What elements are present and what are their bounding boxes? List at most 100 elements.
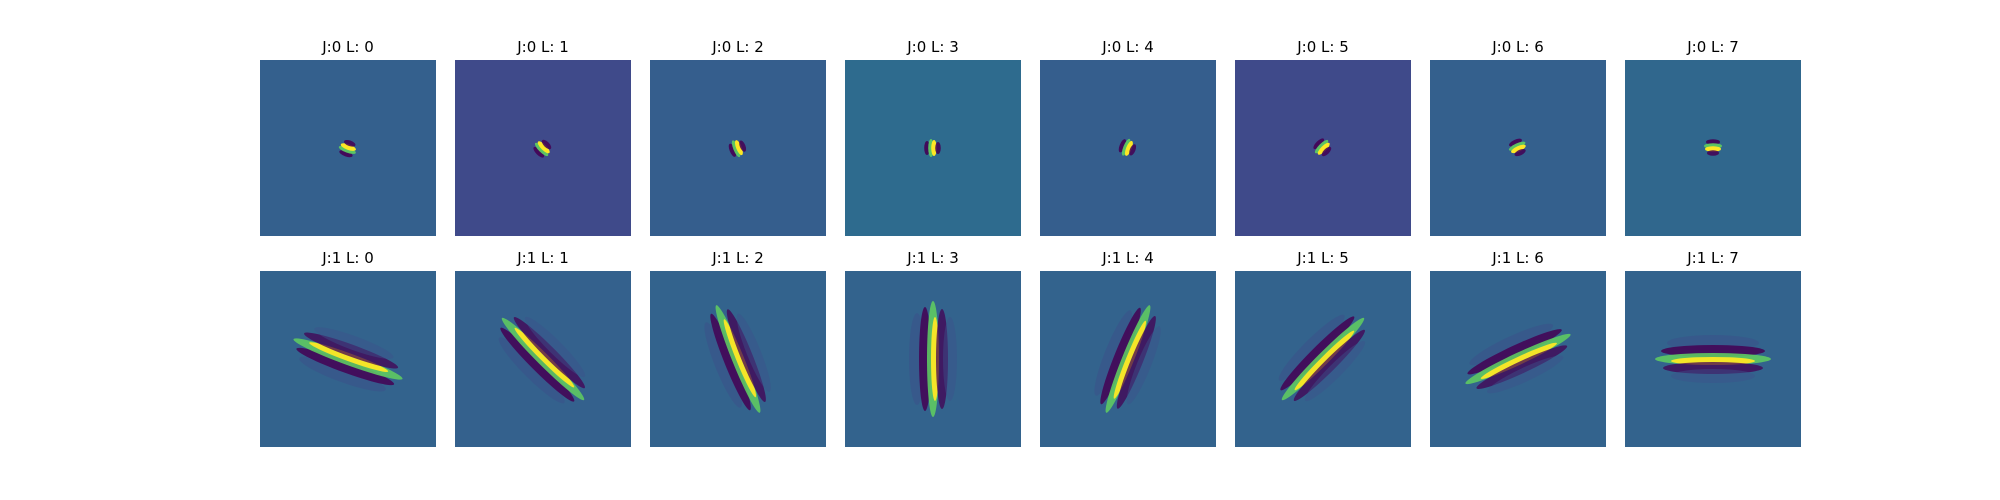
panel-j1-l7: J:1 L: 7 (1625, 249, 1801, 447)
filter-pattern (533, 139, 552, 158)
filter-stripe (1707, 150, 1719, 156)
filter-pattern (728, 140, 747, 158)
filter-band (1294, 330, 1355, 391)
panel-title: J:0 L: 0 (321, 38, 374, 56)
panel-j1-l0: J:1 L: 0 (260, 249, 436, 447)
filter-band (1476, 345, 1568, 389)
filter-pattern (909, 301, 957, 417)
filter-stripe (533, 146, 545, 158)
panel-title: J:0 L: 5 (1296, 38, 1349, 56)
filter-band (1126, 326, 1161, 405)
filter-stripe (1321, 146, 1332, 157)
filter-stripe (1129, 144, 1137, 156)
filter-stripe (739, 140, 747, 152)
filter-pattern (1313, 138, 1332, 157)
panel-title: J:1 L: 7 (1686, 249, 1739, 267)
filter-stripe (1121, 138, 1131, 156)
filter-band (524, 316, 586, 378)
filter-band (514, 327, 575, 388)
filter-stripe (339, 150, 353, 158)
filter-band (1116, 315, 1156, 409)
panel-j1-l3: J:1 L: 3 (845, 249, 1021, 447)
panel-j0-l7: J:0 L: 7 (1625, 38, 1801, 236)
filter-pattern (498, 316, 586, 404)
filter-band (710, 313, 751, 411)
filter-band (1280, 316, 1355, 391)
panel-j0-l1: J:0 L: 1 (455, 38, 631, 236)
panel-j0-l0: J:0 L: 0 (260, 38, 436, 236)
filter-band (1278, 314, 1345, 381)
filter-stripe (1314, 139, 1329, 154)
filter-stripe (534, 142, 549, 157)
filter-stripe (1514, 148, 1526, 157)
panel-title: J:1 L: 0 (321, 249, 374, 267)
filter-stripe (1508, 141, 1526, 151)
filter-band (513, 317, 585, 389)
filter-stripe (731, 140, 741, 158)
filter-band (304, 332, 399, 369)
filter-pattern (704, 305, 771, 413)
filter-pattern (1508, 138, 1526, 157)
filter-pattern (1118, 138, 1137, 156)
panel-j1-l6: J:1 L: 6 (1430, 249, 1606, 447)
panel-j1-l1: J:1 L: 1 (455, 249, 631, 447)
panel-title: J:0 L: 3 (906, 38, 959, 56)
panel-title: J:1 L: 3 (906, 249, 959, 267)
filter-stripe (1705, 146, 1721, 152)
filter-pattern (924, 139, 941, 157)
panel-j1-l2: J:1 L: 2 (650, 249, 826, 447)
filter-band (500, 327, 575, 402)
filter-stripe (728, 143, 737, 157)
filter-stripe (935, 142, 941, 154)
panel-j1-l5: J:1 L: 5 (1235, 249, 1411, 447)
panel-j0-l5: J:0 L: 5 (1235, 38, 1411, 236)
filter-pattern (1655, 335, 1771, 383)
filter-band (309, 342, 389, 372)
panel-title: J:0 L: 6 (1491, 38, 1544, 56)
panel-title: J:1 L: 6 (1491, 249, 1544, 267)
filter-band (299, 356, 386, 392)
filter-stripe (734, 140, 743, 156)
filter-band (1304, 340, 1366, 402)
filter-pattern (1704, 139, 1722, 156)
filter-stripe (1706, 139, 1720, 145)
panel-title: J:1 L: 2 (711, 249, 764, 267)
filter-pattern (1465, 323, 1571, 394)
panel-title: J:0 L: 1 (516, 38, 569, 56)
panel-j0-l3: J:0 L: 3 (845, 38, 1021, 236)
filter-band (1487, 355, 1564, 394)
panel-j0-l6: J:0 L: 6 (1430, 38, 1606, 236)
filter-band (1113, 320, 1147, 399)
filter-stripe (1124, 140, 1133, 156)
filter-band (726, 309, 766, 403)
filter-stripe (541, 139, 552, 150)
filter-band (736, 313, 771, 392)
filter-band (936, 309, 948, 409)
panel-j0-l4: J:0 L: 4 (1040, 38, 1216, 236)
filter-band (1293, 329, 1365, 401)
panel-title: J:1 L: 1 (516, 249, 569, 267)
filter-band (1469, 323, 1554, 366)
panel-j1-l4: J:1 L: 4 (1040, 249, 1216, 447)
filter-stripe (343, 139, 356, 147)
filter-band (1100, 307, 1141, 405)
panel-title: J:1 L: 4 (1101, 249, 1154, 267)
filter-stripe (537, 141, 550, 154)
filter-pattern (1278, 314, 1366, 402)
filter-stripe (1313, 138, 1325, 150)
filter-band (723, 319, 757, 398)
filter-band (1671, 369, 1755, 383)
filter-stripe (340, 143, 356, 151)
filter-stripe (1511, 144, 1526, 154)
filter-band (1467, 329, 1562, 375)
panel-j0-l2: J:0 L: 2 (650, 38, 826, 236)
filter-band (704, 322, 742, 408)
filter-pattern (293, 327, 403, 392)
panel-title: J:0 L: 7 (1686, 38, 1739, 56)
filter-stripe (338, 145, 356, 154)
filter-band (314, 327, 394, 359)
filter-band (1480, 342, 1557, 379)
filter-band (296, 347, 395, 386)
filter-stripe (931, 140, 937, 156)
